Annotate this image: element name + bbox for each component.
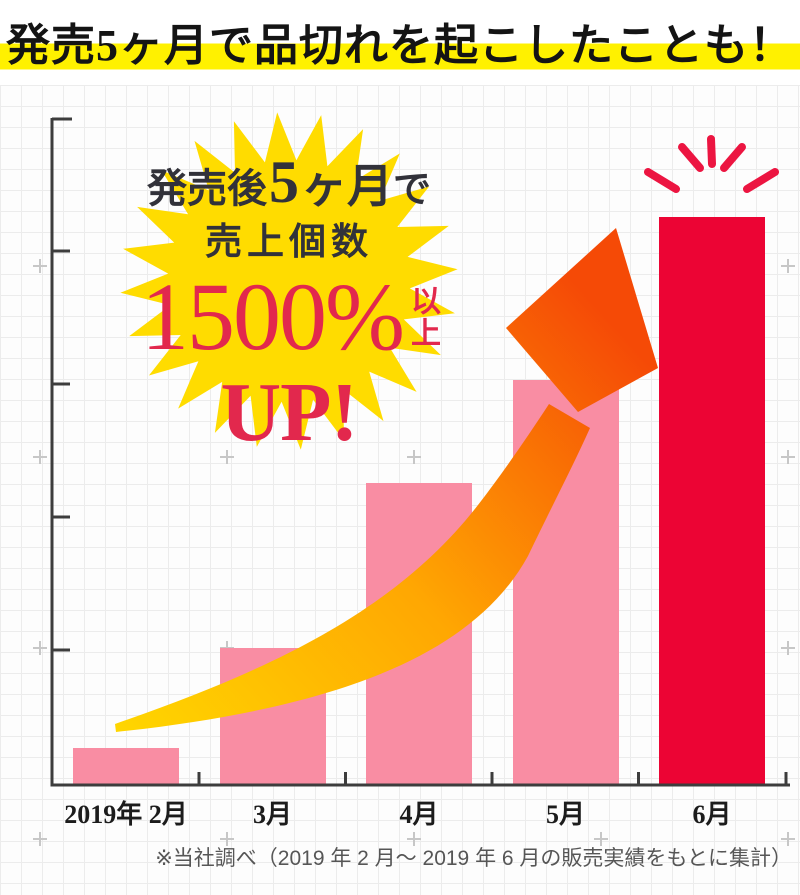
footnote: ※当社調べ（2019 年 2 月～ 2019 年 6 月の販売実績をもとに集計） bbox=[155, 847, 792, 870]
badge-line1-suffix: で bbox=[392, 169, 431, 211]
headline-banner: 発売5ヶ月で品切れを起こしたことも！ bbox=[0, 10, 800, 80]
badge-line2: 売上個数 bbox=[205, 222, 373, 263]
badge-line1: 発売後 5 ヶ月で bbox=[109, 152, 469, 212]
badge-value: 1500% bbox=[141, 263, 405, 370]
badge-line1-unit: ヶ月 bbox=[300, 161, 393, 212]
badge-up-text: UP! bbox=[220, 366, 359, 459]
badge-line1-number: 5 bbox=[268, 149, 299, 215]
headline-text: 発売5ヶ月で品切れを起こしたことも！ bbox=[0, 17, 800, 73]
badge-value-row: 1500% 以上 bbox=[109, 269, 469, 365]
sales-up-badge: 発売後 5 ヶ月で 売上個数 1500% 以上 UP! bbox=[109, 152, 469, 455]
x-axis-label: 6月 bbox=[692, 800, 732, 829]
badge-value-suffix: 以上 bbox=[405, 285, 439, 349]
badge-line1-prefix: 発売後 bbox=[146, 166, 267, 211]
